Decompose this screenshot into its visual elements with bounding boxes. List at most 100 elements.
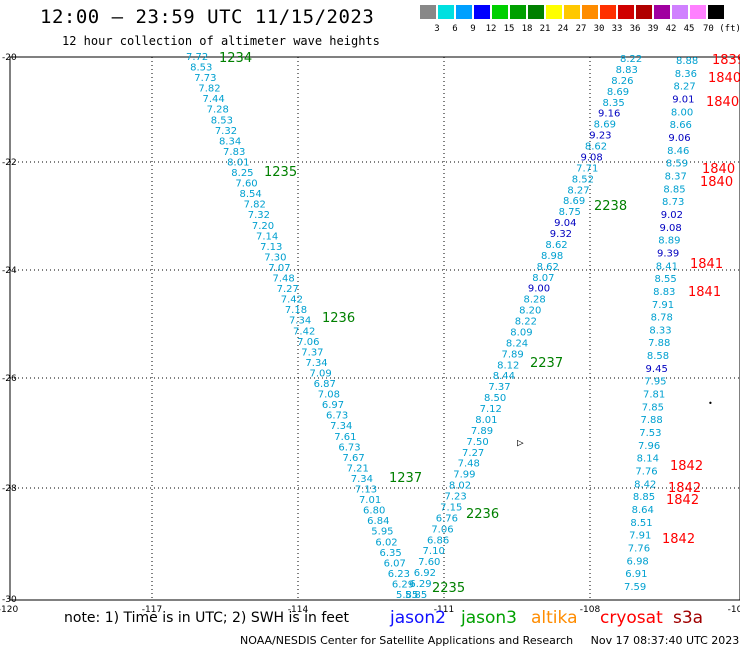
- track-value: 7.60: [235, 179, 257, 190]
- track-value: 8.98: [541, 251, 563, 262]
- track-value: 8.69: [607, 87, 629, 98]
- track-value: 9.23: [589, 131, 611, 142]
- y-tick-label: -24: [2, 266, 17, 276]
- track-value: 7.28: [207, 105, 229, 116]
- track-value: 7.42: [293, 326, 315, 337]
- track-value: 6.29: [392, 579, 414, 590]
- track-value: 8.37: [665, 171, 687, 182]
- satellite-cryosat: cryosat: [600, 608, 663, 628]
- track-value: 7.96: [638, 441, 660, 452]
- track-value: 6.98: [627, 556, 649, 567]
- track-value: 7.82: [198, 84, 220, 95]
- track-value: 7.91: [652, 300, 674, 311]
- track-value: 5.95: [371, 527, 393, 538]
- track-value: 6.73: [326, 411, 348, 422]
- map-ticks: -120 -117 -114 -111 -108 -10 -20 -22 -24 -26 -28 -3…: [0, 53, 740, 615]
- track-value: 7.88: [648, 338, 670, 349]
- track-value: 8.36: [675, 69, 697, 80]
- x-tick-label: -10: [728, 605, 740, 615]
- track-value: 8.85: [663, 184, 685, 195]
- track-value: 6.97: [322, 400, 344, 411]
- track-time-label: 1842: [670, 459, 703, 474]
- x-tick-label: -117: [142, 605, 162, 615]
- track-value: 8.75: [559, 207, 581, 218]
- color-swatch: [582, 5, 598, 19]
- color-swatch: [618, 5, 634, 19]
- track-value: 7.76: [635, 467, 657, 478]
- track-value: 8.28: [523, 295, 545, 306]
- track-far-right: 8.88 8.36 8.279.01 8.00 8.66 9.06 8.46 8.598.37…: [624, 53, 740, 593]
- track-value: 7.27: [462, 448, 484, 459]
- color-swatch: [474, 5, 490, 19]
- track-value: 7.09: [310, 368, 332, 379]
- color-swatch: [654, 5, 670, 19]
- credit-text: NOAA/NESDIS Center for Satellite Applica…: [240, 634, 574, 647]
- track-value: 8.53: [190, 63, 212, 74]
- track-value: 7.01: [359, 495, 381, 506]
- track-time-label: 1840: [700, 175, 733, 190]
- color-swatch: [492, 5, 508, 19]
- track-value: 8.01: [475, 415, 497, 426]
- track-value: 9.02: [661, 210, 683, 221]
- track-value: 8.89: [658, 236, 680, 247]
- y-tick-label: -26: [2, 374, 17, 384]
- satellite-jason2: jason2: [390, 608, 446, 628]
- track-value: 9.04: [554, 218, 576, 229]
- track-value: 8.09: [510, 327, 532, 338]
- track-value: 8.64: [632, 505, 654, 516]
- track-value: 8.69: [563, 196, 585, 207]
- track-value: 7.44: [202, 94, 224, 105]
- track-time-label: 1840: [702, 162, 735, 177]
- track-value: 7.23: [444, 492, 466, 503]
- track-value: 7.91: [629, 531, 651, 542]
- track-value: 8.54: [240, 189, 262, 200]
- color-swatch: [510, 5, 526, 19]
- track-value: 8.35: [602, 98, 624, 109]
- track-value: 7.13: [260, 242, 282, 253]
- track-value: 8.22: [620, 54, 642, 65]
- track-value: 7.82: [244, 200, 266, 211]
- track-value: 7.61: [334, 432, 356, 443]
- track-value: 8.07: [532, 273, 554, 284]
- track-value: 5.85: [396, 590, 418, 601]
- track-value: 9.45: [646, 364, 668, 375]
- color-scale-label: 9: [470, 24, 476, 34]
- track-value: 6.84: [367, 516, 389, 527]
- track-value: 8.53: [211, 115, 233, 126]
- track-value: 8.52: [572, 174, 594, 185]
- track-value: 7.18: [285, 305, 307, 316]
- track-value: 7.99: [453, 470, 475, 481]
- x-tick-label: -120: [0, 605, 18, 615]
- track-value: 7.60: [418, 557, 440, 568]
- track-value: 8.50: [484, 393, 506, 404]
- color-scale-label: 30: [593, 24, 605, 34]
- color-scale-label: 39: [647, 24, 659, 34]
- track-value: 7.08: [318, 390, 340, 401]
- track-value: 8.69: [594, 120, 616, 131]
- track-value: 8.55: [654, 274, 676, 285]
- color-swatch: [690, 5, 706, 19]
- track-value: 7.59: [624, 582, 646, 593]
- color-swatch: [546, 5, 562, 19]
- track-value: 6.07: [384, 558, 406, 569]
- track-value: 7.15: [440, 502, 462, 513]
- color-scale-label: 27: [575, 24, 587, 34]
- color-scale-label: 12: [485, 24, 497, 34]
- track-value: 6.73: [338, 442, 360, 453]
- track-value: 6.02: [375, 537, 397, 548]
- track-value: 8.66: [670, 120, 692, 131]
- color-scale-label: 36: [629, 24, 641, 34]
- satellite-s3a: s3a: [673, 608, 704, 628]
- track-value: 7.34: [305, 358, 327, 369]
- color-scale-label: 24: [557, 24, 569, 34]
- track-value: 7.37: [488, 382, 510, 393]
- x-tick-label: -114: [288, 605, 309, 615]
- track-value: 6.76: [436, 513, 458, 524]
- track-value: 8.58: [647, 351, 669, 362]
- track-time-label: 2238: [594, 199, 627, 214]
- track-value: 5.85: [405, 590, 427, 601]
- track-value: 7.85: [642, 402, 664, 413]
- track-value: 9.06: [668, 133, 690, 144]
- track-time-label: 1234: [219, 51, 252, 66]
